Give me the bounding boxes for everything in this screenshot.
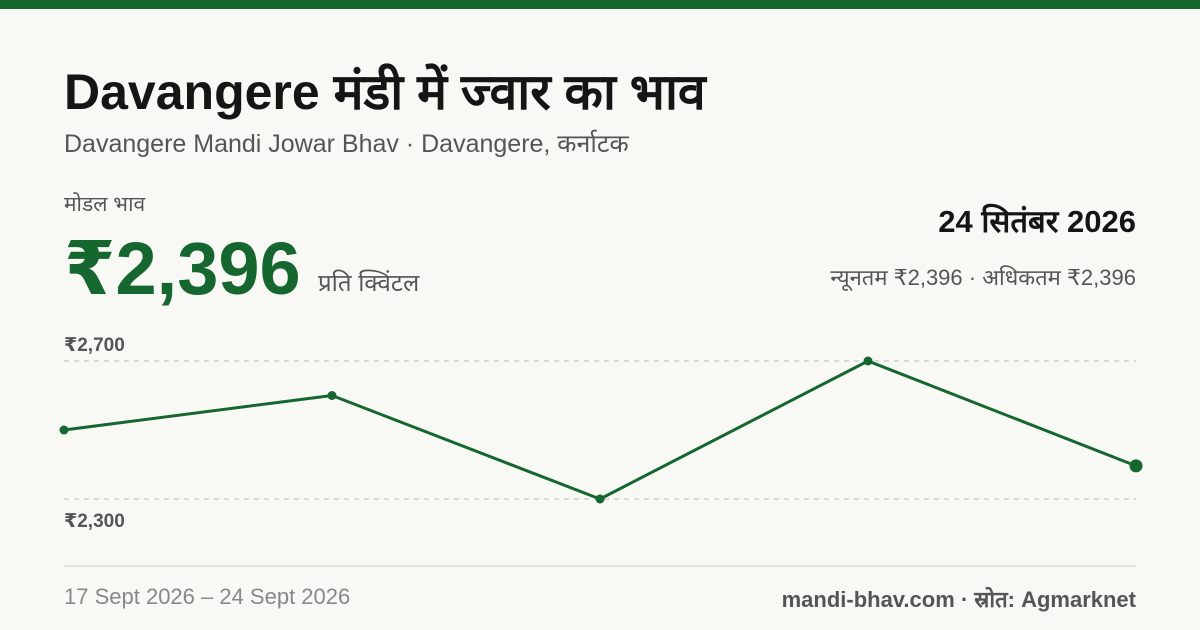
- price-label: मोडल भाव: [64, 193, 146, 216]
- title: Davangere मंडी में ज्वार का भाव: [64, 64, 706, 120]
- point: [1129, 459, 1143, 473]
- subtitle: Davangere Mandi Jowar Bhav · Davangere, …: [64, 130, 629, 158]
- price-value: ₹2,396: [64, 227, 301, 310]
- price-unit: प्रति क्विंटल: [318, 270, 420, 297]
- footer-source: mandi-bhav.com · स्रोत: Agmarknet: [781, 587, 1136, 612]
- top-bar: [0, 0, 1200, 9]
- y-tick-label: ₹2,700: [64, 335, 125, 356]
- y-tick-label: ₹2,300: [64, 511, 125, 532]
- point: [595, 494, 605, 504]
- price-date: 24 सितंबर 2026: [938, 204, 1136, 239]
- point: [59, 425, 69, 435]
- point: [327, 391, 337, 400]
- footer-dates: 17 Sept 2026 – 24 Sept 2026: [64, 584, 351, 609]
- line: [63, 359, 1137, 501]
- point: [863, 356, 873, 366]
- price-range: न्यूनतम ₹2,396 · अधिकतम ₹2,396: [830, 265, 1136, 290]
